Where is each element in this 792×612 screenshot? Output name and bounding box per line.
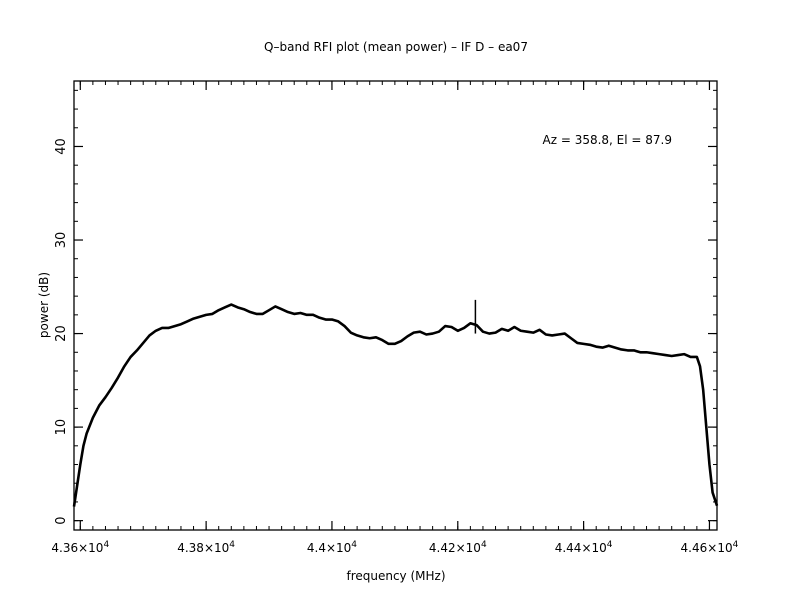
plot-frame bbox=[73, 80, 718, 531]
y-tick-label: 10 bbox=[54, 419, 69, 436]
axis-ticks: 4.36×104 4.38×104 4.4×104 4.42×104 4.44×104 4… bbox=[51, 81, 739, 555]
x-tick-label: 4.46×104 bbox=[681, 540, 739, 555]
y-axis-label: power (dB) bbox=[37, 272, 51, 338]
x-tick-label: 4.36×104 bbox=[51, 540, 109, 555]
az-el-annotation: Az = 358.8, El = 87.9 bbox=[543, 133, 673, 147]
x-tick-label: 4.42×104 bbox=[429, 540, 487, 555]
x-tick-label: 4.4×104 bbox=[307, 540, 357, 555]
x-tick-label: 4.44×104 bbox=[555, 540, 613, 555]
axes bbox=[73, 80, 718, 531]
y-tick-label: 40 bbox=[54, 138, 69, 155]
y-tick-label: 0 bbox=[54, 517, 69, 525]
power-series-line bbox=[72, 303, 719, 507]
x-axis-label: frequency (MHz) bbox=[346, 569, 445, 583]
series-layer bbox=[72, 299, 719, 507]
x-tick-label: 4.38×104 bbox=[177, 540, 235, 555]
chart-title: Q–band RFI plot (mean power) – IF D – ea… bbox=[264, 40, 528, 54]
y-tick-label: 20 bbox=[54, 325, 69, 342]
y-tick-label: 30 bbox=[54, 232, 69, 249]
